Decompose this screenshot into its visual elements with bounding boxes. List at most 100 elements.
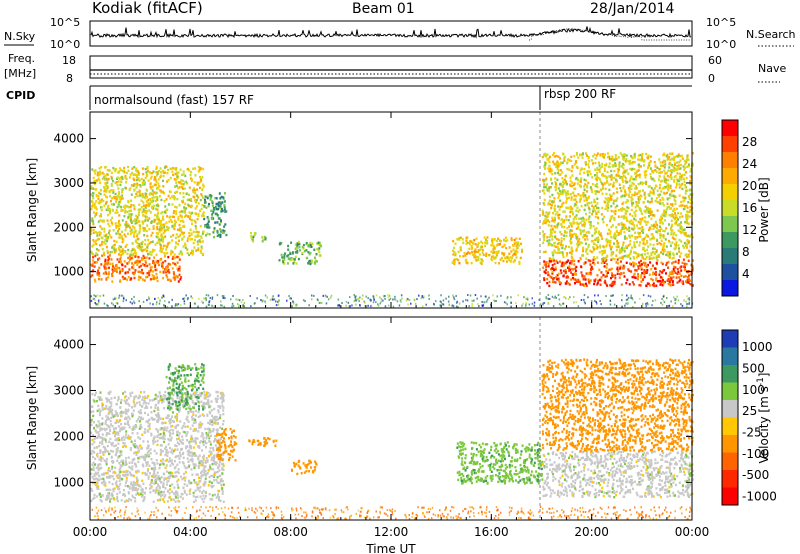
data-cell <box>553 163 556 166</box>
data-cell <box>452 253 455 256</box>
data-cell <box>639 231 642 235</box>
data-cell <box>297 240 300 244</box>
data-cell <box>592 208 595 211</box>
data-cell <box>119 256 122 259</box>
noise-cell <box>681 304 684 307</box>
data-cell <box>173 253 176 256</box>
data-cell <box>109 219 112 222</box>
data-cell <box>568 215 571 218</box>
data-cell <box>578 209 581 212</box>
nave-tick-bottom: 0 <box>708 72 715 85</box>
data-cell <box>598 170 601 173</box>
data-cell <box>611 224 614 227</box>
data-cell <box>186 484 189 487</box>
data-cell <box>631 167 634 171</box>
data-cell <box>641 238 644 241</box>
power-ylabel: Slant Range [km] <box>25 158 39 262</box>
data-cell <box>190 458 193 461</box>
data-cell <box>675 221 677 224</box>
data-cell <box>555 245 558 248</box>
data-cell <box>457 250 460 254</box>
data-cell <box>90 193 92 196</box>
data-cell <box>553 262 556 265</box>
data-cell <box>95 242 98 245</box>
data-cell <box>621 177 624 180</box>
data-cell <box>664 238 667 241</box>
data-cell <box>635 269 638 272</box>
data-cell <box>149 278 152 281</box>
noise-cell <box>211 304 213 307</box>
data-cell <box>603 167 606 170</box>
data-cell <box>551 193 554 197</box>
data-cell <box>633 160 636 164</box>
data-cell <box>517 241 520 244</box>
data-cell <box>643 219 646 223</box>
data-cell <box>665 245 668 248</box>
data-cell <box>136 263 139 266</box>
data-cell <box>202 240 204 243</box>
noise-cell <box>652 300 654 302</box>
data-cell <box>175 171 178 174</box>
data-cell <box>97 277 100 281</box>
noise-cell <box>237 298 239 301</box>
data-cell <box>684 162 687 166</box>
data-cell <box>129 215 132 218</box>
data-cell <box>295 262 298 265</box>
data-cell <box>128 209 131 213</box>
data-cell <box>156 174 159 177</box>
data-cell <box>620 221 623 225</box>
data-cell <box>687 253 690 256</box>
noise-cell <box>384 305 387 308</box>
data-cell <box>142 482 145 485</box>
data-cell <box>590 265 593 269</box>
noise-cell <box>354 296 357 299</box>
noise-cell <box>394 298 397 301</box>
data-cell <box>586 252 589 256</box>
noise-cell <box>154 297 156 300</box>
data-cell <box>566 260 569 264</box>
data-cell <box>451 261 454 264</box>
data-cell <box>110 221 113 224</box>
noise-cell <box>642 302 644 305</box>
data-cell <box>567 196 570 200</box>
data-cell <box>118 461 121 465</box>
data-cell <box>142 172 145 176</box>
data-cell <box>612 165 615 168</box>
data-cell <box>161 223 164 226</box>
data-cell <box>557 171 559 175</box>
data-cell <box>141 183 144 186</box>
noise-cell <box>326 295 328 298</box>
data-cell <box>202 436 205 439</box>
data-cell <box>198 239 201 242</box>
data-cell <box>669 169 672 173</box>
noise-cell <box>275 300 277 303</box>
data-cell <box>637 158 640 161</box>
noise-cell <box>625 302 627 305</box>
data-cell <box>561 190 564 193</box>
data-cell <box>155 232 158 235</box>
data-cell <box>156 261 159 264</box>
data-cell <box>644 196 647 199</box>
data-cell <box>158 230 161 233</box>
data-cell <box>116 447 119 450</box>
noise-cell <box>272 298 275 301</box>
data-cell <box>684 220 687 224</box>
data-cell <box>92 197 95 200</box>
data-cell <box>130 221 133 225</box>
data-cell <box>548 257 551 260</box>
data-cell <box>101 494 104 497</box>
data-cell <box>641 217 644 220</box>
data-cell <box>138 265 141 269</box>
data-cell <box>562 201 565 205</box>
data-cell <box>166 225 168 229</box>
data-cell <box>98 202 101 205</box>
data-cell <box>558 194 561 197</box>
data-cell <box>96 232 99 235</box>
data-cell <box>120 235 123 238</box>
data-cell <box>571 174 574 177</box>
data-cell <box>190 410 193 413</box>
data-cell <box>590 188 593 191</box>
data-cell <box>175 220 177 224</box>
data-cell <box>150 221 153 224</box>
data-cell <box>650 187 653 190</box>
